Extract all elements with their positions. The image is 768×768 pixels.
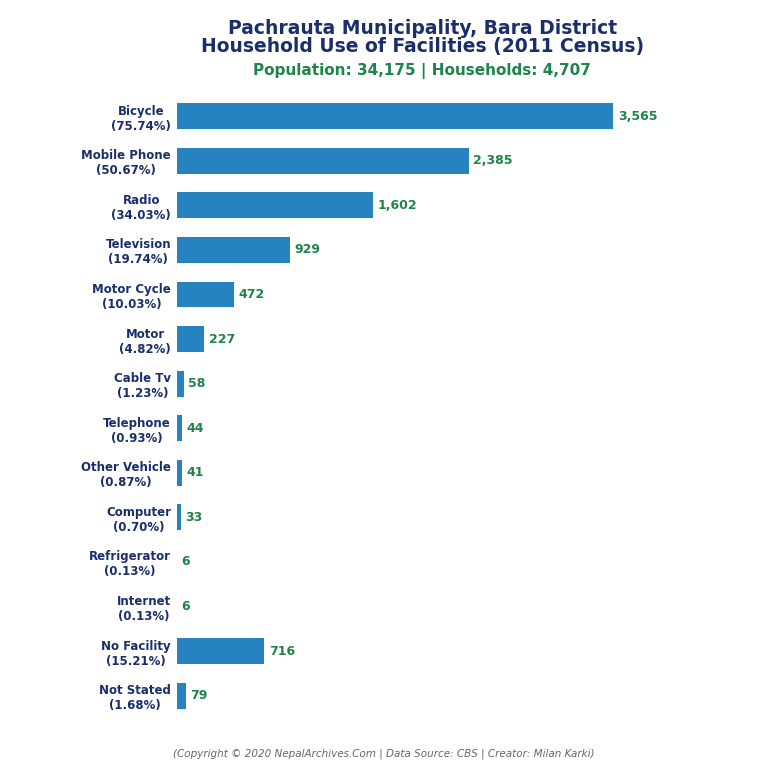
Text: 58: 58 xyxy=(188,377,205,390)
Text: 6: 6 xyxy=(182,555,190,568)
Bar xyxy=(177,103,614,129)
Bar xyxy=(177,147,468,174)
Text: 227: 227 xyxy=(209,333,235,346)
Text: Household Use of Facilities (2011 Census): Household Use of Facilities (2011 Census… xyxy=(201,37,644,56)
Bar xyxy=(177,192,373,218)
Text: 33: 33 xyxy=(185,511,202,524)
Bar xyxy=(177,683,187,709)
Bar xyxy=(177,326,204,352)
Text: 929: 929 xyxy=(295,243,321,257)
Text: 6: 6 xyxy=(182,600,190,613)
Text: 2,385: 2,385 xyxy=(473,154,512,167)
Bar xyxy=(177,460,182,485)
Bar xyxy=(177,415,182,441)
Text: 716: 716 xyxy=(269,644,295,657)
Text: Pachrauta Municipality, Bara District: Pachrauta Municipality, Bara District xyxy=(228,19,617,38)
Text: 1,602: 1,602 xyxy=(377,199,417,212)
Text: (Copyright © 2020 NepalArchives.Com | Data Source: CBS | Creator: Milan Karki): (Copyright © 2020 NepalArchives.Com | Da… xyxy=(174,748,594,759)
Text: 79: 79 xyxy=(190,689,208,702)
Bar xyxy=(177,505,180,530)
Bar xyxy=(177,282,234,307)
Text: 472: 472 xyxy=(239,288,265,301)
Bar xyxy=(177,371,184,396)
Text: 44: 44 xyxy=(187,422,204,435)
Text: Population: 34,175 | Households: 4,707: Population: 34,175 | Households: 4,707 xyxy=(253,63,591,79)
Bar xyxy=(177,638,264,664)
Text: 41: 41 xyxy=(186,466,204,479)
Text: 3,565: 3,565 xyxy=(617,110,657,123)
Bar xyxy=(177,237,290,263)
